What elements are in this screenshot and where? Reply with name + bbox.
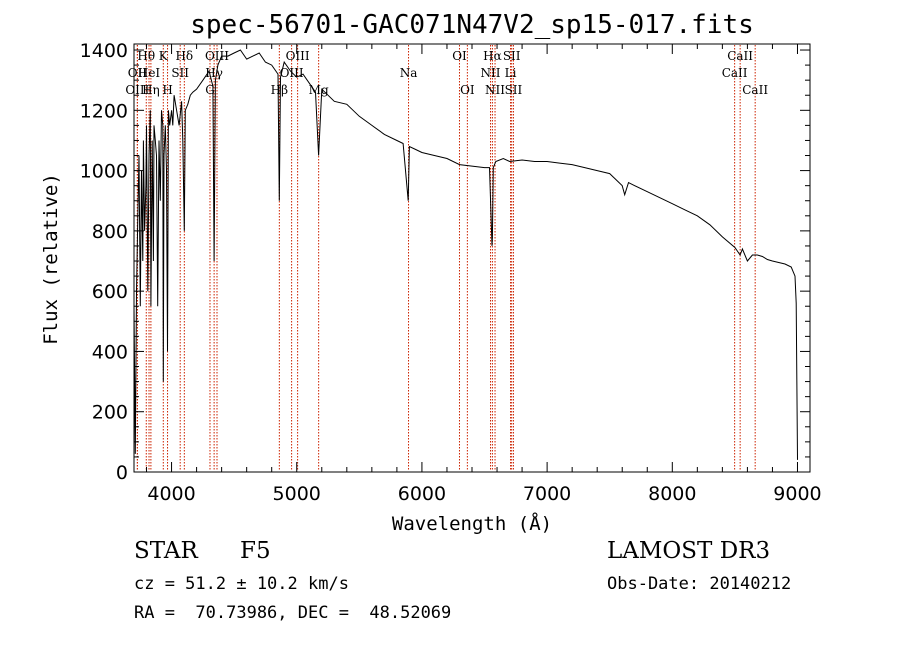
y-tick-label: 1400: [80, 40, 128, 62]
x-tick-label: 4000: [147, 483, 195, 505]
x-tick-label: 9000: [773, 483, 821, 505]
x-tick-label: 7000: [523, 483, 571, 505]
y-tick-label: 0: [116, 462, 128, 484]
spectral-line-label: CaII: [727, 49, 753, 63]
chart-title: spec-56701-GAC071N47V2_sp15-017.fits: [190, 10, 754, 40]
spectral-line-label: OI: [460, 83, 475, 97]
x-tick-label: 8000: [648, 483, 696, 505]
spectrum-chart: spec-56701-GAC071N47V2_sp15-017.fits Hθ O…: [40, 10, 822, 535]
spectral-line-label: CaII: [722, 66, 748, 80]
x-tick-label: 6000: [398, 483, 446, 505]
x-tick-label: 5000: [273, 483, 321, 505]
spectral-line-label: SII: [171, 66, 189, 80]
spectrum-series-line: [133, 49, 798, 460]
plot-frame: [133, 43, 811, 473]
spectral-line-label: Hη: [142, 83, 160, 97]
x-axis-ticks: 4000 5000 6000 7000 8000 9000: [146, 44, 822, 505]
x-axis-label: Wavelength (Å): [392, 512, 552, 535]
spectral-line-label: OIII: [205, 49, 229, 63]
spectral-line-label: Hγ: [205, 66, 223, 80]
spectral-line-label: Mg: [309, 83, 329, 97]
object-class: STAR: [134, 538, 198, 564]
y-tick-label: 200: [92, 402, 128, 424]
y-tick-label: 400: [92, 341, 128, 363]
spectral-line-label: K: [159, 49, 169, 63]
redshift-cz: cz = 51.2 ± 10.2 km/s: [134, 574, 349, 594]
spectral-line-label: H: [162, 83, 172, 97]
spectral-line-label: NII: [481, 66, 501, 80]
spectral-line-label: Hδ: [175, 49, 193, 63]
observation-date: Obs-Date: 20140212: [607, 574, 792, 594]
y-tick-label: 600: [92, 281, 128, 303]
spectral-line-label: NII: [485, 83, 505, 97]
spectral-line-label: OI: [452, 49, 467, 63]
spectral-line-label: Hα: [483, 49, 502, 63]
spectral-line-label: Hθ: [137, 49, 155, 63]
spectral-line-label: Na: [400, 66, 418, 80]
y-axis-ticks: 0 200 400 600 800 1000 1200 1400: [80, 40, 810, 484]
spectral-line-label: Li: [505, 66, 517, 80]
object-subclass: F5: [240, 538, 271, 564]
y-tick-label: 1200: [80, 100, 128, 122]
spectral-line-label: G: [205, 83, 215, 97]
y-tick-label: 1000: [80, 161, 128, 183]
spectral-line-label: OII: [128, 66, 148, 80]
y-tick-label: 800: [92, 221, 128, 243]
spectral-line-label: SII: [505, 83, 523, 97]
spectral-line-label: OIII: [286, 49, 310, 63]
survey-name: LAMOST DR3: [607, 538, 771, 564]
spectral-line-label: Hβ: [271, 83, 288, 97]
y-axis-label: Flux (relative): [40, 173, 62, 345]
spectral-line-label: OIII: [125, 83, 149, 97]
spectral-line-label: SII: [503, 49, 521, 63]
spectral-line-label: CaII: [742, 83, 768, 97]
coordinates: RA = 70.73986, DEC = 48.52069: [134, 603, 452, 623]
spectral-line-markers: [136, 45, 756, 471]
spectral-line-label: HeI: [138, 66, 161, 80]
